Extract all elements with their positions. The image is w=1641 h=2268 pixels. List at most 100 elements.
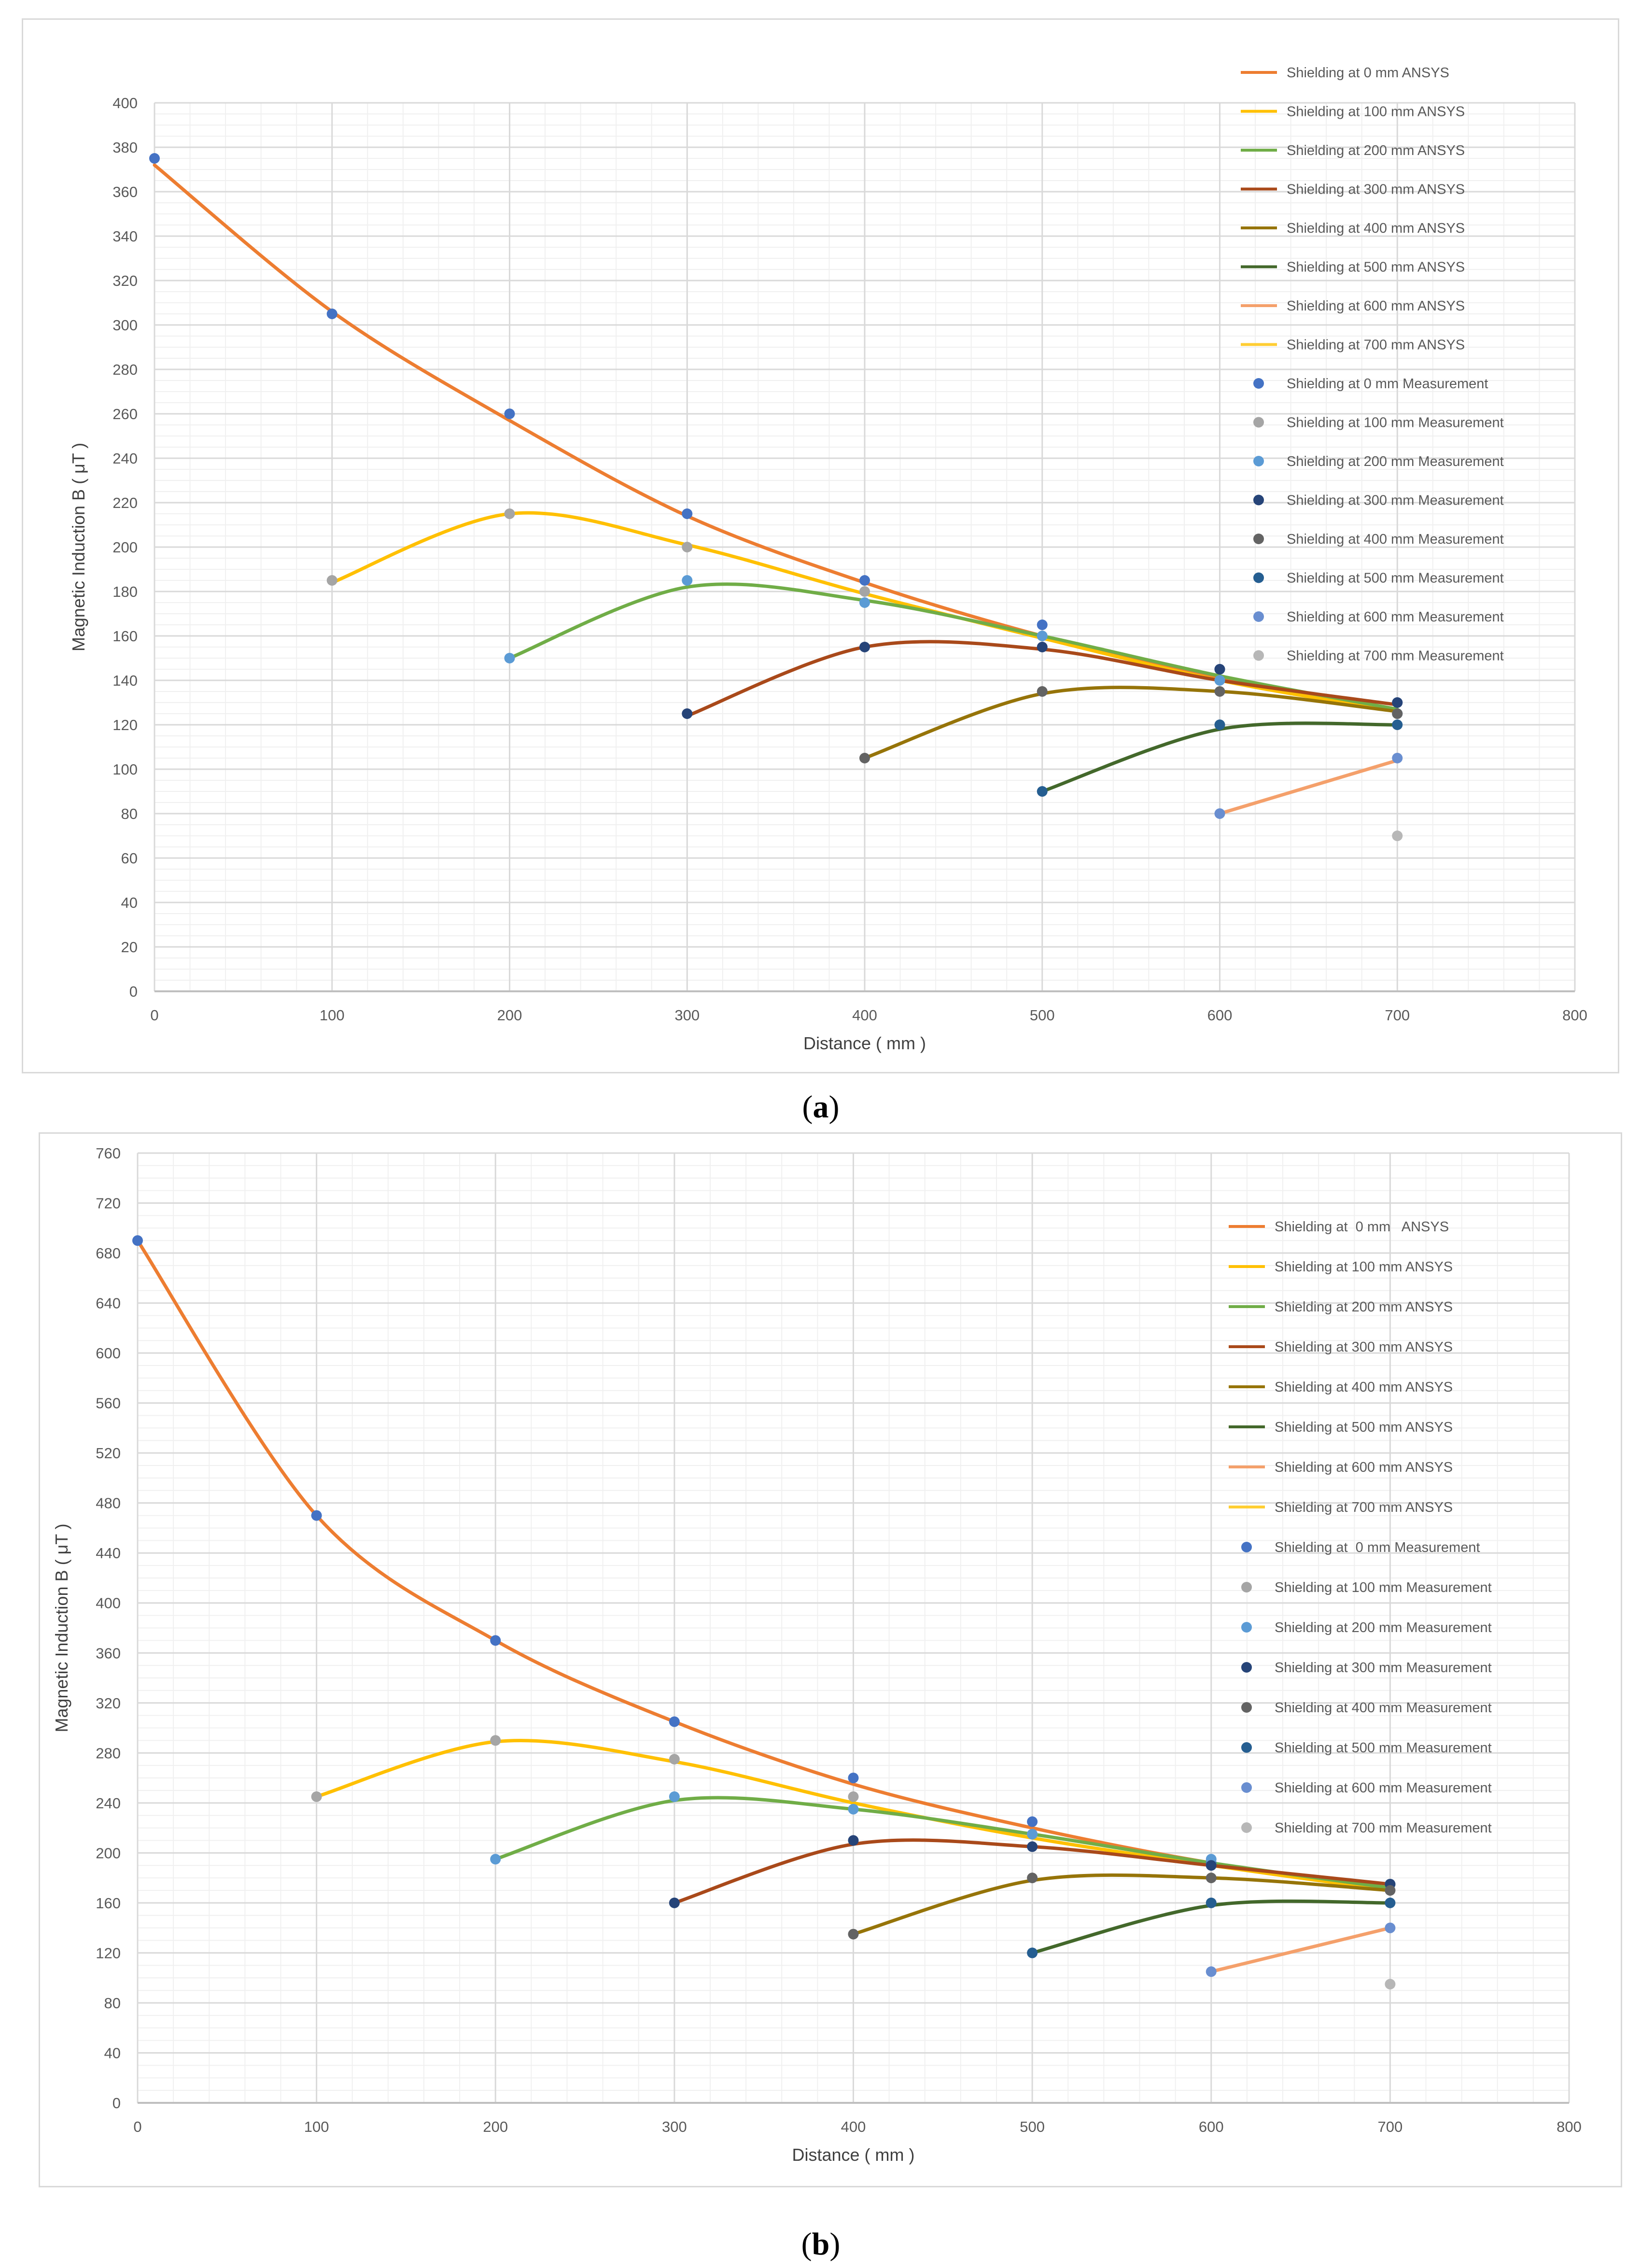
chart-b-y-tick-label: 120 bbox=[96, 1944, 121, 1961]
chart-a-legend-entry: Shielding at 0 mm ANSYS bbox=[1287, 65, 1449, 81]
chart-a-legend-entry: Shielding at 400 mm ANSYS bbox=[1287, 221, 1465, 236]
chart-b-x-tick-label: 800 bbox=[1557, 2118, 1582, 2135]
chart-b-measurement-point-2 bbox=[490, 1854, 501, 1865]
chart-a-y-tick-label: 140 bbox=[112, 672, 138, 689]
chart-a-measurement-point-3 bbox=[682, 708, 693, 719]
chart-a-measurement-point-6 bbox=[1392, 753, 1403, 763]
chart-a-legend-entry: Shielding at 700 mm ANSYS bbox=[1287, 338, 1465, 353]
chart-a-y-tick-label: 400 bbox=[112, 95, 138, 112]
chart-b-y-tick-label: 280 bbox=[96, 1745, 121, 1761]
chart-a-y-tick-label: 320 bbox=[112, 272, 138, 289]
chart-b-legend-entry: Shielding at 100 mm ANSYS bbox=[1275, 1259, 1453, 1275]
chart-a-ansys-line-4 bbox=[863, 686, 1399, 760]
chart-a-measurement-point-5 bbox=[1214, 719, 1225, 730]
chart-b-y-axis-title: Magnetic Induction B ( μT ) bbox=[52, 1523, 71, 1732]
chart-b-legend-entry: Shielding at 500 mm Measurement bbox=[1275, 1740, 1492, 1756]
chart-b-ansys-line-6 bbox=[1209, 1926, 1392, 1973]
chart-b-measurement-point-1 bbox=[490, 1735, 501, 1746]
chart-a-measurement-point-1 bbox=[682, 542, 693, 552]
chart-a-y-tick-label: 60 bbox=[121, 850, 138, 867]
chart-b-y-tick-label: 600 bbox=[96, 1345, 121, 1362]
chart-a-legend-entry: Shielding at 500 mm Measurement bbox=[1287, 571, 1504, 586]
chart-a-x-tick-label: 0 bbox=[150, 1007, 158, 1024]
chart-b-legend-dot-swatch bbox=[1241, 1662, 1252, 1673]
chart-b-x-tick-label: 200 bbox=[483, 2118, 508, 2135]
chart-b-measurement-point-3 bbox=[1206, 1860, 1217, 1871]
chart-a-x-tick-label: 200 bbox=[497, 1007, 522, 1024]
chart-b-legend-entry: Shielding at 0 mm Measurement bbox=[1275, 1540, 1480, 1555]
chart-b-measurement-point-1 bbox=[311, 1791, 322, 1802]
chart-b-legend-dot-swatch bbox=[1241, 1542, 1252, 1552]
chart-b-y-tick-label: 440 bbox=[96, 1545, 121, 1562]
chart-a-y-axis-title: Magnetic Induction B ( μT ) bbox=[69, 443, 88, 651]
chart-a-y-tick-label: 120 bbox=[112, 717, 138, 733]
chart-a-measurement-point-3 bbox=[1214, 664, 1225, 675]
chart-a-measurement-point-4 bbox=[1037, 686, 1048, 697]
chart-a-measurement-point-0 bbox=[859, 575, 870, 586]
chart-b-y-tick-label: 520 bbox=[96, 1445, 121, 1462]
chart-a-measurement-point-2 bbox=[504, 653, 515, 663]
chart-b-legend-entry: Shielding at 700 mm ANSYS bbox=[1275, 1500, 1453, 1515]
chart-b-y-tick-label: 480 bbox=[96, 1495, 121, 1512]
chart-b-legend-entry: Shielding at 500 mm ANSYS bbox=[1275, 1420, 1453, 1435]
chart-a-ansys-line-6 bbox=[1218, 759, 1399, 816]
chart-a-measurement-point-7 bbox=[1392, 831, 1403, 841]
chart-b-legend-dot-swatch bbox=[1241, 1782, 1252, 1793]
chart-b-y-tick-label: 200 bbox=[96, 1845, 121, 1861]
chart-b-measurement-point-4 bbox=[848, 1929, 859, 1940]
chart-a-measurement-point-2 bbox=[1037, 631, 1048, 641]
chart-a-legend-dot-swatch bbox=[1253, 534, 1264, 544]
chart-b-y-tick-label: 160 bbox=[96, 1895, 121, 1912]
chart-a-y-tick-label: 40 bbox=[121, 894, 138, 911]
chart-a-measurement-point-3 bbox=[1392, 697, 1403, 708]
chart-a-measurement-point-0 bbox=[149, 153, 160, 164]
chart-a-measurement-point-3 bbox=[859, 642, 870, 652]
chart-b-measurement-point-1 bbox=[848, 1791, 859, 1802]
chart-b-measurement-point-0 bbox=[490, 1635, 501, 1646]
chart-a-y-tick-label: 240 bbox=[112, 450, 138, 467]
chart-b-measurement-point-5 bbox=[1027, 1947, 1038, 1958]
chart-b-measurement-point-4 bbox=[1206, 1873, 1217, 1884]
chart-a-x-axis-title: Distance ( mm ) bbox=[803, 1033, 926, 1053]
chart-a-measurement-point-0 bbox=[326, 309, 337, 319]
chart-a-x-tick-label: 100 bbox=[320, 1007, 345, 1024]
chart-a-measurement-point-1 bbox=[859, 586, 870, 597]
chart-a-ansys-line-2 bbox=[508, 582, 1399, 711]
chart-a-legend-dot-swatch bbox=[1253, 417, 1264, 428]
chart-a-measurement-point-4 bbox=[1214, 686, 1225, 697]
chart-a-frame bbox=[22, 18, 1619, 1073]
chart-a-x-tick-label: 800 bbox=[1562, 1007, 1587, 1024]
chart-b-y-tick-label: 640 bbox=[96, 1295, 121, 1312]
chart-a-y-tick-label: 260 bbox=[112, 406, 138, 423]
chart-a-x-tick-label: 700 bbox=[1385, 1007, 1410, 1024]
chart-b-measurement-point-3 bbox=[848, 1835, 859, 1846]
chart-a-legend-entry: Shielding at 700 mm Measurement bbox=[1287, 648, 1504, 664]
chart-b-measurement-point-0 bbox=[669, 1716, 680, 1727]
chart-a-legend-dot-swatch bbox=[1253, 611, 1264, 622]
chart-a-major-grid bbox=[154, 102, 1576, 992]
chart-a-legend-entry: Shielding at 100 mm ANSYS bbox=[1287, 104, 1465, 120]
chart-b-frame bbox=[39, 1132, 1622, 2187]
chart-a-y-tick-label: 20 bbox=[121, 939, 138, 956]
chart-b-legend-entry: Shielding at 400 mm Measurement bbox=[1275, 1700, 1492, 1716]
chart-a-x-tick-label: 400 bbox=[852, 1007, 877, 1024]
chart-a-measurement-point-4 bbox=[859, 753, 870, 763]
chart-a-measurement-point-6 bbox=[1214, 808, 1225, 819]
chart-b-x-tick-label: 300 bbox=[662, 2118, 687, 2135]
chart-a-legend-entry: Shielding at 300 mm ANSYS bbox=[1287, 182, 1465, 197]
chart-a-measurement-point-3 bbox=[1037, 642, 1048, 652]
panel-b-letter: b bbox=[812, 2226, 830, 2262]
chart-b-y-tick-label: 80 bbox=[104, 1995, 121, 2012]
chart-b-legend-entry: Shielding at 300 mm Measurement bbox=[1275, 1660, 1492, 1676]
chart-a-legend-dot-swatch bbox=[1253, 650, 1264, 661]
chart-a-measurement-point-2 bbox=[859, 597, 870, 608]
chart-b: 0 100 200 300 400 500 600 700 800 0 40 80 120 160 200 2… bbox=[52, 1145, 1582, 2165]
chart-a-measurement-point-5 bbox=[1392, 719, 1403, 730]
panel-b-caption: (b) bbox=[801, 2226, 841, 2262]
chart-b-measurement-point-4 bbox=[1027, 1873, 1038, 1884]
chart-b-legend-entry: Shielding at 600 mm ANSYS bbox=[1275, 1460, 1453, 1475]
chart-a-legend-dot-swatch bbox=[1253, 572, 1264, 583]
chart-a-x-tick-label: 500 bbox=[1030, 1007, 1055, 1024]
chart-a-y-tick-label: 340 bbox=[112, 228, 138, 245]
